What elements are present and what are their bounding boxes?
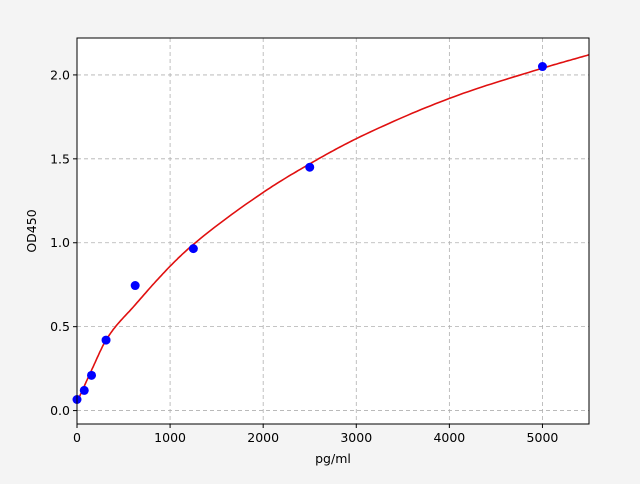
y-tick-label: 2.0 [50, 67, 70, 82]
data-point [130, 281, 140, 291]
plot-frame [76, 37, 590, 425]
data-point [87, 370, 97, 380]
data-point [188, 244, 198, 254]
data-point [101, 335, 111, 345]
x-axis-label: pg/ml [315, 451, 351, 466]
x-tick-label: 2000 [247, 430, 279, 445]
x-tick-label: 4000 [433, 430, 465, 445]
data-point [305, 162, 315, 172]
x-tick-label: 0 [73, 430, 81, 445]
y-axis-ticks: 0.0 0.5 1.0 1.5 2.0 [50, 67, 77, 418]
plot-area [77, 38, 589, 424]
y-axis-label: OD450 [24, 209, 39, 252]
fitted-curve [76, 54, 590, 403]
data-points [72, 62, 547, 404]
y-tick-label: 0.0 [50, 403, 70, 418]
fit-line [76, 54, 590, 403]
y-tick-label: 0.5 [50, 319, 70, 334]
x-tick-label: 1000 [154, 430, 186, 445]
x-tick-label: 5000 [527, 430, 559, 445]
x-tick-label: 3000 [340, 430, 372, 445]
y-tick-label: 1.0 [50, 235, 70, 250]
data-point [537, 62, 547, 72]
grid [76, 38, 589, 424]
data-point [79, 385, 89, 395]
x-axis-ticks: 0 1000 2000 3000 4000 5000 [73, 424, 558, 445]
y-tick-label: 1.5 [50, 151, 70, 166]
